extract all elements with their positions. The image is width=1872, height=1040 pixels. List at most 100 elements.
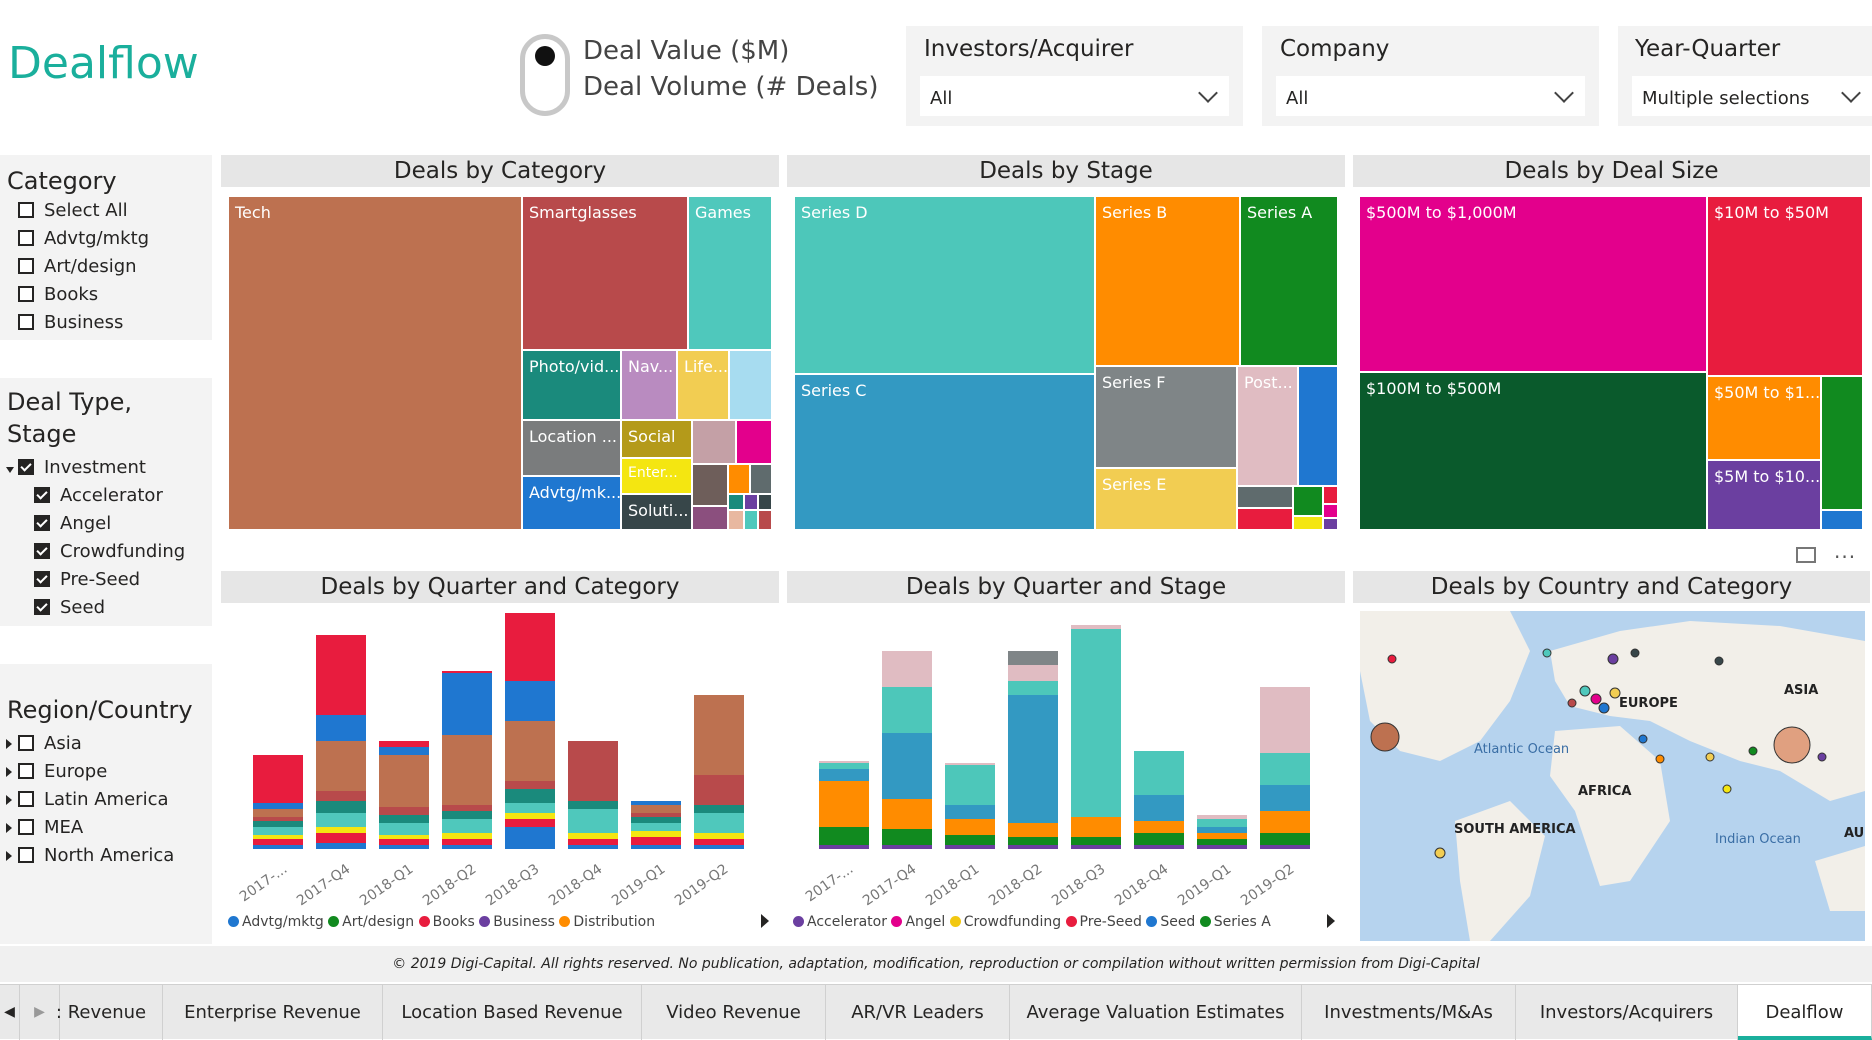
bar-segment[interactable] bbox=[442, 805, 492, 811]
investors-dropdown[interactable]: All bbox=[920, 76, 1229, 116]
bar-segment[interactable] bbox=[1008, 837, 1058, 845]
tree-item-seed[interactable]: Seed bbox=[6, 594, 185, 622]
category-item-advtg[interactable]: Advtg/mktg bbox=[18, 225, 149, 253]
treemap-tile-nav[interactable]: Nav... bbox=[621, 350, 677, 420]
bar-segment[interactable] bbox=[1260, 833, 1310, 845]
collapse-icon[interactable] bbox=[6, 467, 14, 473]
bar-segment[interactable] bbox=[1071, 845, 1121, 849]
treemap-tile[interactable] bbox=[1293, 486, 1323, 516]
bar-segment[interactable] bbox=[694, 805, 744, 813]
treemap-tile-series-f[interactable]: Series F bbox=[1095, 366, 1237, 468]
map-bubble[interactable] bbox=[1705, 752, 1715, 762]
bar-segment[interactable] bbox=[316, 635, 366, 715]
map-bubble[interactable] bbox=[1748, 746, 1758, 756]
tab-revenue[interactable]: : Revenue bbox=[40, 985, 163, 1040]
checkbox[interactable] bbox=[34, 487, 50, 503]
bar-segment[interactable] bbox=[694, 695, 744, 775]
region-item-mea[interactable]: MEA bbox=[6, 814, 174, 842]
region-item-north-america[interactable]: North America bbox=[6, 842, 174, 870]
bar-segment[interactable] bbox=[442, 833, 492, 839]
bar-segment[interactable] bbox=[379, 835, 429, 839]
bar-segment[interactable] bbox=[945, 763, 995, 765]
region-item-asia[interactable]: Asia bbox=[6, 730, 174, 758]
bar-segment[interactable] bbox=[1134, 845, 1184, 849]
bar-segment[interactable] bbox=[882, 733, 932, 799]
treemap-tile[interactable] bbox=[728, 464, 750, 494]
treemap-tile-series-d[interactable]: Series D bbox=[794, 196, 1095, 374]
treemap-tile-solutions[interactable]: Soluti... bbox=[621, 494, 692, 530]
tab-scroll-right-icon[interactable]: ▶ bbox=[20, 985, 60, 1040]
checkbox[interactable] bbox=[18, 791, 34, 807]
map-bubble[interactable] bbox=[1387, 654, 1397, 664]
bar-segment[interactable] bbox=[442, 735, 492, 805]
focus-mode-icon[interactable] bbox=[1796, 547, 1816, 563]
bar-segment[interactable] bbox=[505, 827, 555, 849]
treemap-tile[interactable] bbox=[1821, 510, 1863, 530]
bar-segment[interactable] bbox=[379, 807, 429, 815]
checkbox[interactable] bbox=[18, 286, 34, 302]
map-bubble[interactable] bbox=[1609, 687, 1621, 699]
treemap-tile-location[interactable]: Location ... bbox=[522, 420, 621, 476]
bar-segment[interactable] bbox=[631, 823, 681, 831]
expand-icon[interactable] bbox=[6, 739, 12, 749]
treemap-tile[interactable] bbox=[692, 464, 728, 506]
category-item-select-all[interactable]: Select All bbox=[18, 197, 149, 225]
checkbox[interactable] bbox=[18, 258, 34, 274]
treemap-tile[interactable] bbox=[692, 420, 736, 464]
map-bubble[interactable] bbox=[1542, 648, 1552, 658]
bar-segment[interactable] bbox=[253, 827, 303, 835]
checkbox[interactable] bbox=[18, 202, 34, 218]
bar-segment[interactable] bbox=[379, 747, 429, 755]
bar-segment[interactable] bbox=[379, 823, 429, 835]
bar-segment[interactable] bbox=[1197, 833, 1247, 839]
bar-segment[interactable] bbox=[1260, 687, 1310, 753]
bar-segment[interactable] bbox=[1008, 651, 1058, 665]
treemap-tile-5m-10m[interactable]: $5M to $10... bbox=[1707, 460, 1821, 530]
bar-segment[interactable] bbox=[442, 811, 492, 819]
legend-item[interactable]: Books bbox=[418, 914, 475, 930]
treemap-tile[interactable] bbox=[1298, 366, 1338, 486]
toggle-knob[interactable] bbox=[535, 46, 555, 66]
bar-segment[interactable] bbox=[882, 829, 932, 845]
bar-segment[interactable] bbox=[379, 755, 429, 807]
bar-segment[interactable] bbox=[505, 721, 555, 781]
map-bubble[interactable] bbox=[1590, 693, 1602, 705]
tab-investors-acquirers[interactable]: Investors/Acquirers bbox=[1516, 985, 1738, 1040]
bar-segment[interactable] bbox=[253, 755, 303, 803]
legend-item[interactable]: Crowdfunding bbox=[949, 914, 1061, 930]
expand-icon[interactable] bbox=[6, 823, 12, 833]
bar-segment[interactable] bbox=[568, 801, 618, 809]
checkbox[interactable] bbox=[34, 571, 50, 587]
bar-segment[interactable] bbox=[882, 799, 932, 829]
checkbox[interactable] bbox=[34, 515, 50, 531]
bar-segment[interactable] bbox=[1134, 751, 1184, 795]
bar-segment[interactable] bbox=[442, 819, 492, 833]
bar-segment[interactable] bbox=[505, 681, 555, 721]
tree-item-accelerator[interactable]: Accelerator bbox=[6, 482, 185, 510]
legend-item[interactable]: Seed bbox=[1146, 914, 1195, 930]
bar-segment[interactable] bbox=[253, 839, 303, 845]
bar-segment[interactable] bbox=[694, 833, 744, 839]
bar-segment[interactable] bbox=[945, 805, 995, 819]
treemap-tile[interactable] bbox=[750, 464, 772, 494]
bar-segment[interactable] bbox=[631, 805, 681, 813]
legend-item[interactable]: Advtg/mktg bbox=[228, 914, 324, 930]
bar-segment[interactable] bbox=[316, 827, 366, 833]
bar-segment[interactable] bbox=[442, 673, 492, 735]
bar-segment[interactable] bbox=[1134, 795, 1184, 821]
bar-segment[interactable] bbox=[253, 835, 303, 839]
bar-segment[interactable] bbox=[316, 843, 366, 849]
tab-video-revenue[interactable]: Video Revenue bbox=[642, 985, 826, 1040]
treemap-tile-enter[interactable]: Enter... bbox=[621, 458, 692, 494]
bar-segment[interactable] bbox=[316, 715, 366, 741]
treemap-tile-tech[interactable]: Tech bbox=[228, 196, 522, 530]
bar-segment[interactable] bbox=[505, 789, 555, 803]
treemap-tile[interactable] bbox=[729, 350, 772, 420]
treemap-tile-500m-1000m[interactable]: $500M to $1,000M bbox=[1359, 196, 1707, 372]
bar-segment[interactable] bbox=[631, 813, 681, 817]
bar-segment[interactable] bbox=[1008, 845, 1058, 849]
bar-segment[interactable] bbox=[631, 801, 681, 805]
legend-item[interactable]: Accelerator bbox=[793, 914, 887, 930]
treemap-tile[interactable] bbox=[692, 506, 728, 530]
treemap-tile[interactable] bbox=[758, 510, 772, 530]
